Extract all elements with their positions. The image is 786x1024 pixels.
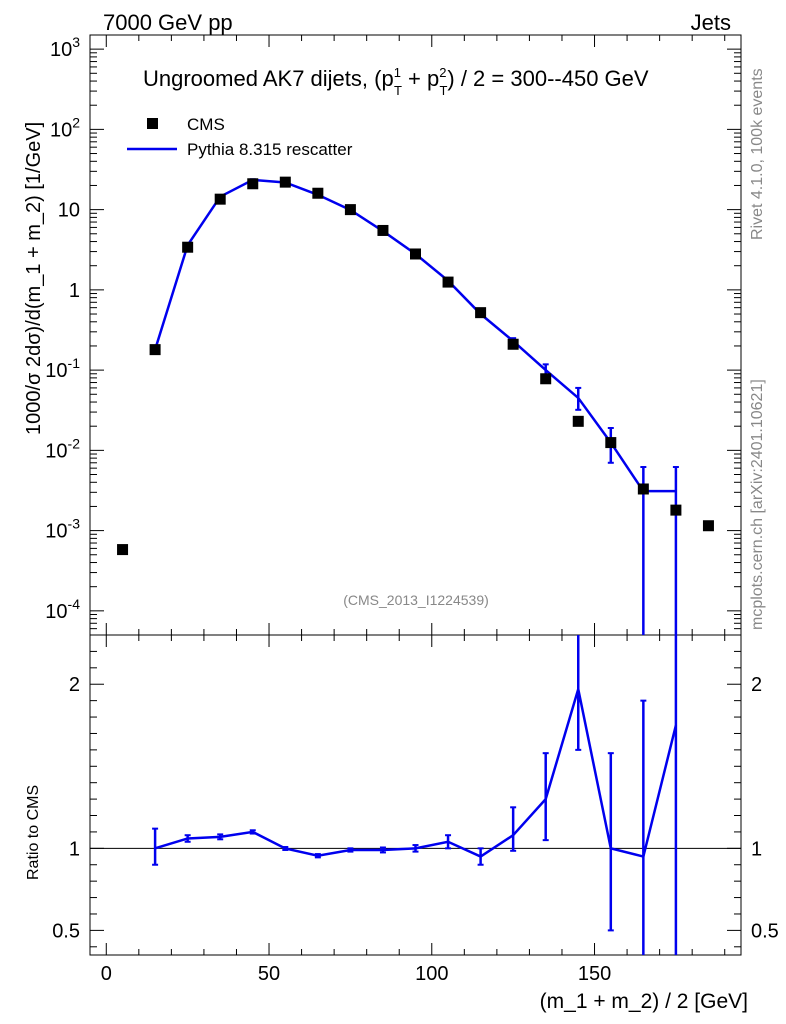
cms-marker	[377, 224, 389, 236]
y-tick-label: 1	[69, 280, 80, 302]
cms-marker	[637, 483, 649, 495]
legend-pythia-label: Pythia 8.315 rescatter	[187, 140, 353, 159]
cms-marker	[572, 415, 584, 427]
ratio-y-tick-label-right: 0.5	[751, 920, 779, 942]
header-left: 7000 GeV pp	[103, 10, 233, 35]
cms-marker	[149, 344, 161, 356]
y-tick-label: 10-1	[45, 355, 80, 382]
rivet-label: Rivet 4.1.0, 100k events	[749, 68, 766, 240]
cms-marker	[670, 504, 682, 516]
main-ylabel: 1000/σ 2dσ)/d(m_1 + m_2) [1/GeV]	[23, 122, 45, 435]
x-tick-label: 50	[258, 963, 280, 985]
cms-marker	[312, 187, 324, 199]
chart-title: Ungroomed AK7 dijets, (p1 T + p2 T) / 2 = …	[143, 65, 649, 98]
x-tick-label: 100	[415, 963, 448, 985]
cms-marker	[117, 544, 129, 556]
cms-marker	[247, 178, 259, 190]
mcplots-label: mcplots.cern.ch [arXiv:2401.10621]	[749, 379, 766, 630]
pythia-line	[153, 178, 676, 493]
cms-marker	[442, 276, 454, 288]
y-tick-label: 10-4	[45, 596, 80, 623]
cms-marker	[605, 437, 617, 449]
y-tick-label: 10-3	[45, 516, 80, 543]
cms-marker	[475, 307, 487, 319]
header-right: Jets	[691, 10, 731, 35]
ratio-y-tick-label: 1	[69, 838, 80, 860]
y-tick-label: 103	[50, 34, 80, 61]
analysis-id: (CMS_2013_I1224539)	[343, 592, 489, 608]
ratio-line	[154, 688, 678, 859]
ratio-plot-frame	[89, 634, 742, 956]
ratio-y-tick-label-right: 2	[751, 674, 762, 696]
x-tick-label: 0	[101, 963, 112, 985]
xlabel: (m_1 + m_2) / 2 [GeV]	[540, 990, 748, 1013]
ratio-y-tick-label-right: 1	[751, 838, 762, 860]
ratio-ylabel: Ratio to CMS	[25, 785, 42, 880]
cms-marker	[702, 520, 714, 532]
y-tick-label: 102	[50, 114, 80, 141]
cms-marker	[507, 338, 519, 350]
ratio-y-tick-label: 0.5	[52, 920, 80, 942]
y-tick-label: 10-2	[45, 435, 80, 462]
cms-marker	[410, 248, 421, 260]
chart-marks: 0 50 100 150 10-4 10-3 10-2 10-1 1 10 102 103 0.5 0.5…	[45, 34, 779, 985]
ratio-y-tick-label: 2	[69, 674, 80, 696]
cms-marker	[214, 193, 226, 205]
cms-marker	[344, 204, 356, 216]
cms-marker	[540, 373, 552, 385]
x-tick-label: 150	[578, 963, 611, 985]
legend-cms-marker	[147, 118, 158, 129]
y-tick-label: 10	[58, 200, 80, 222]
cms-marker	[279, 176, 291, 188]
cms-marker	[182, 241, 194, 253]
legend-cms-label: CMS	[187, 115, 225, 134]
